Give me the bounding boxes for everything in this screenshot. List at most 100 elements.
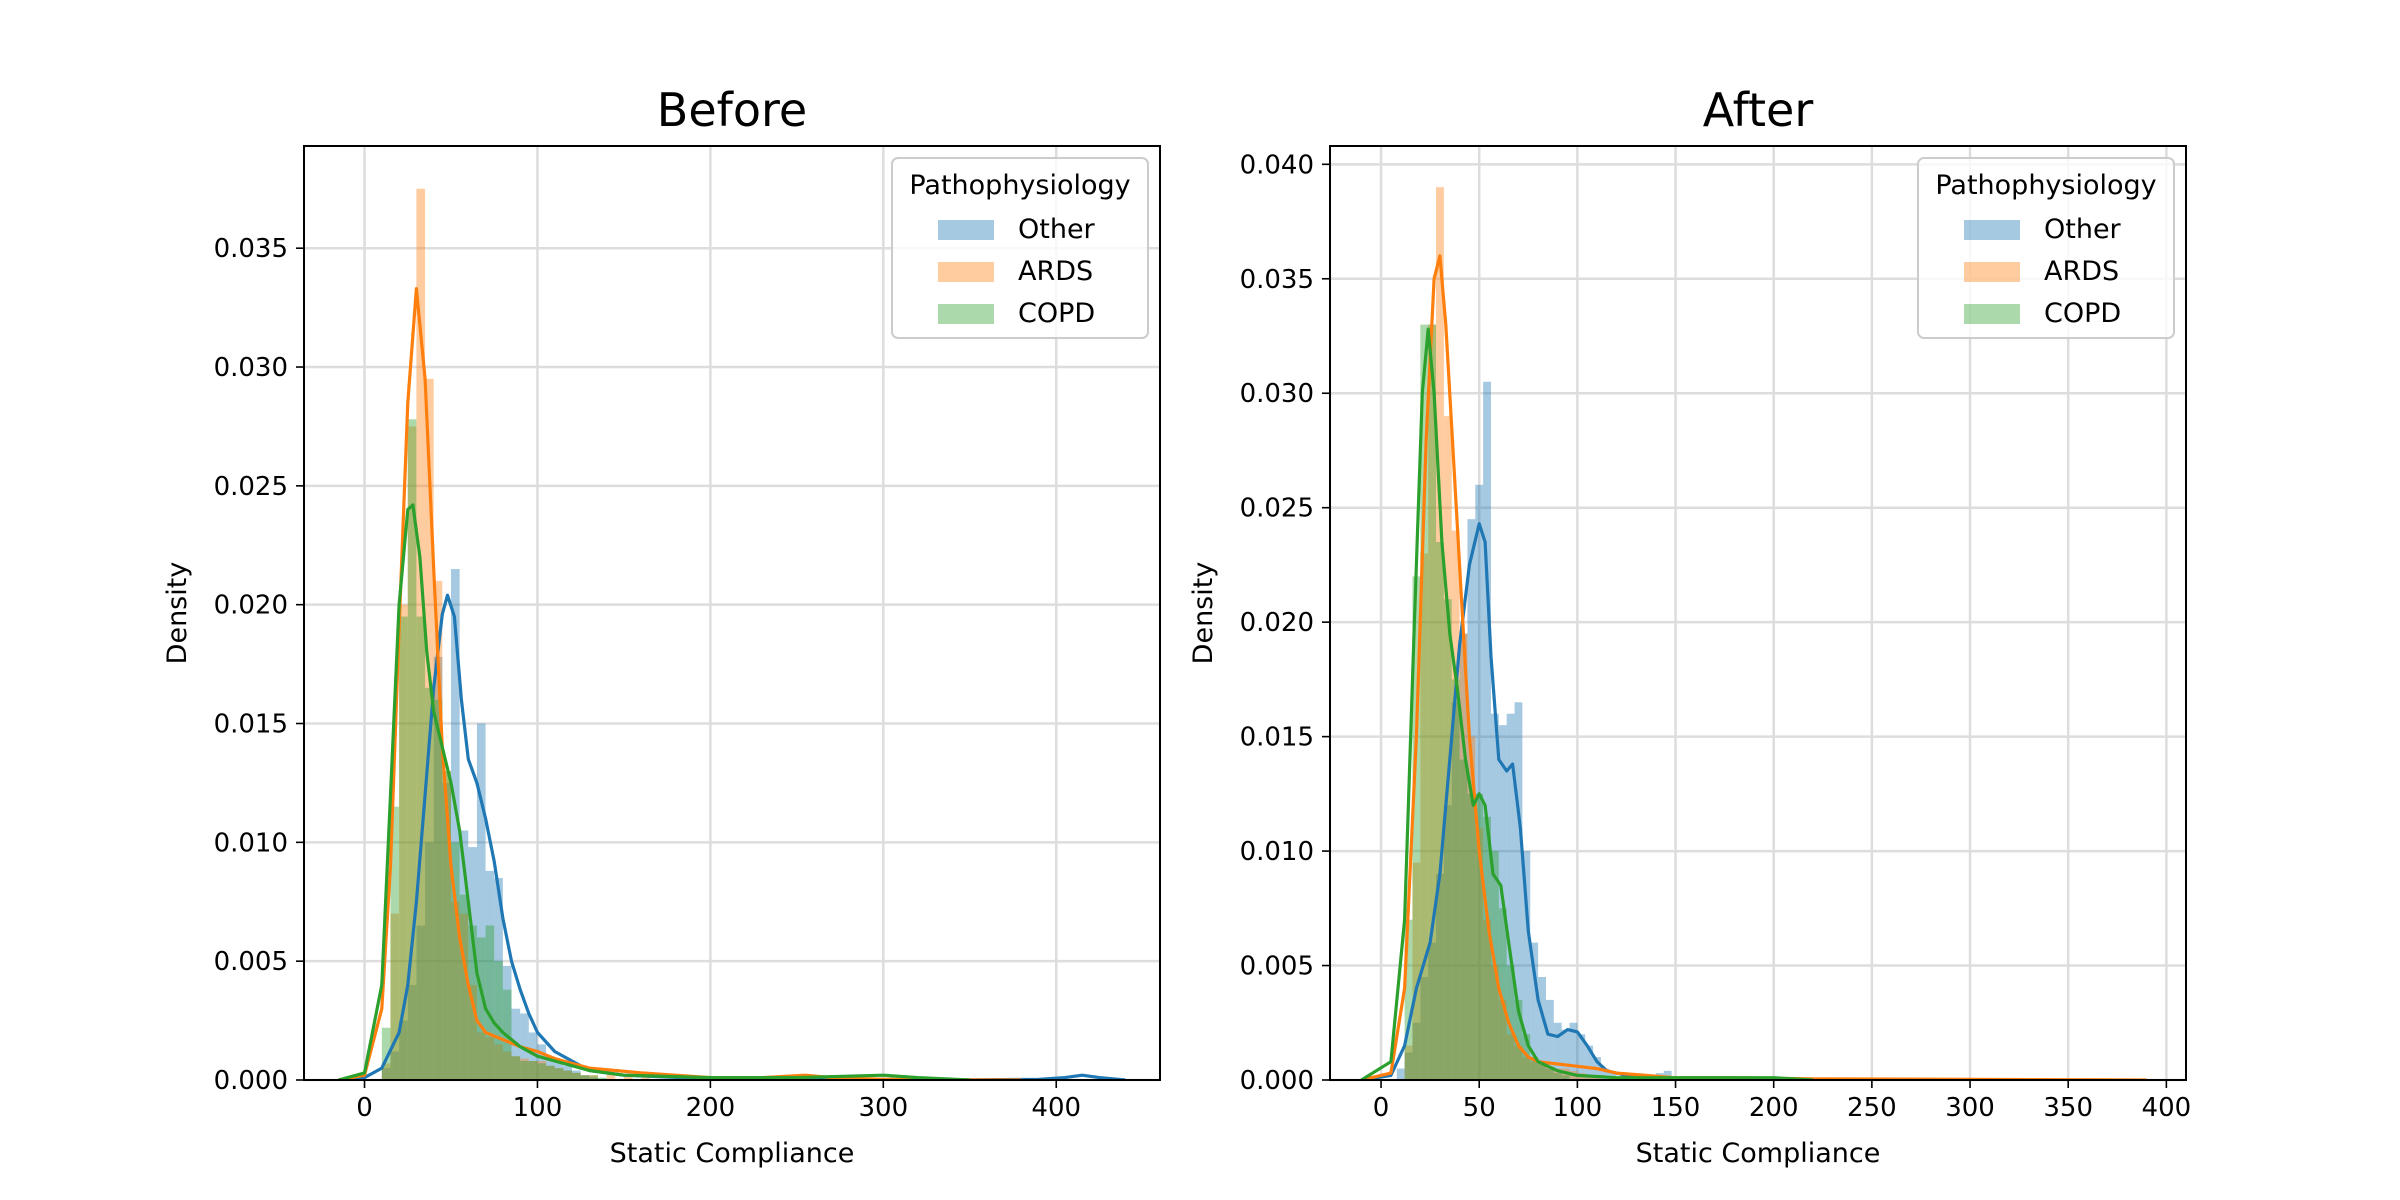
- y-axis-label: Density: [1188, 562, 1219, 665]
- hist-bar: [1412, 576, 1421, 1080]
- y-tick-label: 0.015: [1240, 723, 1314, 753]
- hist-bar: [1498, 999, 1507, 1080]
- legend-label-ards: ARDS: [2044, 256, 2119, 287]
- hist-bar: [459, 894, 469, 1080]
- y-tick-label: 0.015: [214, 710, 288, 740]
- legend-swatch-copd: [1964, 304, 2020, 324]
- hist-bar: [589, 1075, 598, 1080]
- y-tick-label: 0.030: [1240, 379, 1314, 409]
- hist-bar: [537, 1044, 547, 1080]
- x-tick-label: 200: [686, 1093, 736, 1123]
- y-tick-label: 0.030: [214, 353, 288, 383]
- x-tick-label: 150: [1651, 1093, 1701, 1123]
- hist-bar: [641, 1077, 650, 1080]
- hist-bar: [1443, 416, 1452, 1080]
- hist-bar: [459, 913, 469, 1080]
- hist-bar: [546, 1056, 555, 1080]
- hist-bar: [1459, 633, 1468, 1080]
- hist-bar: [442, 771, 451, 1080]
- hist-bar: [572, 1072, 581, 1080]
- legend-label-other: Other: [1018, 214, 1096, 245]
- hist-bar: [1663, 1070, 1672, 1080]
- hist-bar: [1561, 1075, 1570, 1080]
- hist-bar: [381, 1063, 391, 1080]
- hist-bar: [572, 1072, 581, 1080]
- x-tick-label: 400: [1031, 1093, 1081, 1123]
- hist-bar: [399, 604, 408, 1080]
- y-tick-label: 0.035: [214, 234, 288, 264]
- legend-swatch-other: [1964, 220, 2020, 240]
- hist-bar: [433, 580, 443, 1080]
- hist-bar: [1404, 1052, 1413, 1080]
- hist-bar: [1475, 793, 1484, 1080]
- hist-bar: [528, 1032, 538, 1080]
- hist-bar: [1396, 1068, 1405, 1080]
- x-axis-label: Static Compliance: [1636, 1138, 1881, 1169]
- hist-bar: [563, 1070, 573, 1080]
- hist-bar: [1553, 1068, 1562, 1080]
- legend: Pathophysiology Other ARDS COPD: [891, 157, 1149, 339]
- hist-bar: [407, 419, 417, 1080]
- hist-bar: [1569, 1022, 1578, 1080]
- hist-bar: [1538, 1061, 1546, 1080]
- hist-bar: [476, 723, 486, 1080]
- hist-bar: [1443, 599, 1452, 1080]
- hist-bar: [1428, 942, 1437, 1080]
- hist-bar: [606, 1072, 616, 1080]
- y-axis-label: Density: [162, 562, 193, 665]
- y-tick-label: 0.005: [1240, 952, 1314, 982]
- hist-bar: [1451, 702, 1460, 1080]
- plot-area: [1360, 187, 2147, 1080]
- hist-bar: [1451, 679, 1460, 1080]
- hist-bar: [468, 847, 477, 1080]
- y-tick-label: 0.020: [1240, 608, 1314, 638]
- y-tick-label: 0.035: [1240, 265, 1314, 295]
- legend-label-copd: COPD: [1018, 298, 1095, 329]
- panel-before: 0 100 200 300 400 0.000 0.005 0.010 0.015 0.020 0.…: [162, 83, 1161, 1169]
- hist-bar: [476, 937, 486, 1080]
- hist-bar: [1538, 976, 1546, 1080]
- hist-bar: [1420, 976, 1429, 1080]
- hist-bar: [580, 1075, 590, 1080]
- hist-bar: [390, 806, 400, 1080]
- hist-bar: [407, 984, 417, 1080]
- hist-bar: [554, 1060, 564, 1080]
- hist-bar: [1530, 1057, 1539, 1080]
- hist-bar: [502, 965, 512, 1080]
- hist-bar: [1506, 713, 1515, 1080]
- hist-bar: [1412, 1022, 1421, 1080]
- x-tick-label: 350: [2043, 1093, 2093, 1123]
- hist-bar: [1538, 1063, 1546, 1080]
- hist-bar: [450, 569, 460, 1080]
- hist-bar: [520, 1058, 529, 1080]
- kde-line-copd: [1360, 327, 1814, 1080]
- y-tick-label: 0.025: [1240, 494, 1314, 524]
- kde-line-other: [1361, 522, 1774, 1080]
- hist-bar: [425, 687, 434, 1080]
- hist-bar: [580, 1075, 590, 1080]
- x-tick-label: 50: [1463, 1093, 1496, 1123]
- hist-bar: [1577, 1034, 1586, 1080]
- legend-swatch-ards: [938, 262, 994, 282]
- legend-label-ards: ARDS: [1018, 256, 1093, 287]
- hist-bar: [563, 1065, 573, 1080]
- hist-bar: [589, 1077, 598, 1080]
- x-tick-label: 300: [858, 1093, 908, 1123]
- hist-bar: [1490, 965, 1499, 1080]
- hist-bar: [1459, 759, 1468, 1080]
- hist-bar: [1467, 736, 1476, 1080]
- hist-bar: [425, 842, 434, 1080]
- hist-bar: [546, 1065, 555, 1080]
- hist-bar: [1600, 1068, 1609, 1080]
- hist-bar: [1545, 1066, 1554, 1080]
- hist-bar: [1522, 1057, 1531, 1080]
- hist-bar: [1498, 908, 1507, 1080]
- hist-bar: [1475, 828, 1484, 1080]
- x-axis-label: Static Compliance: [610, 1138, 855, 1169]
- y-tick-label: 0.000: [1240, 1066, 1314, 1096]
- x-tick-label: 400: [2142, 1093, 2192, 1123]
- hist-bar: [476, 1032, 486, 1080]
- panel-after: 0 50 100 150 200 250 300 350 400 0.000 0.005 0.010 0…: [1188, 83, 2191, 1169]
- hist-bar: [494, 961, 503, 1080]
